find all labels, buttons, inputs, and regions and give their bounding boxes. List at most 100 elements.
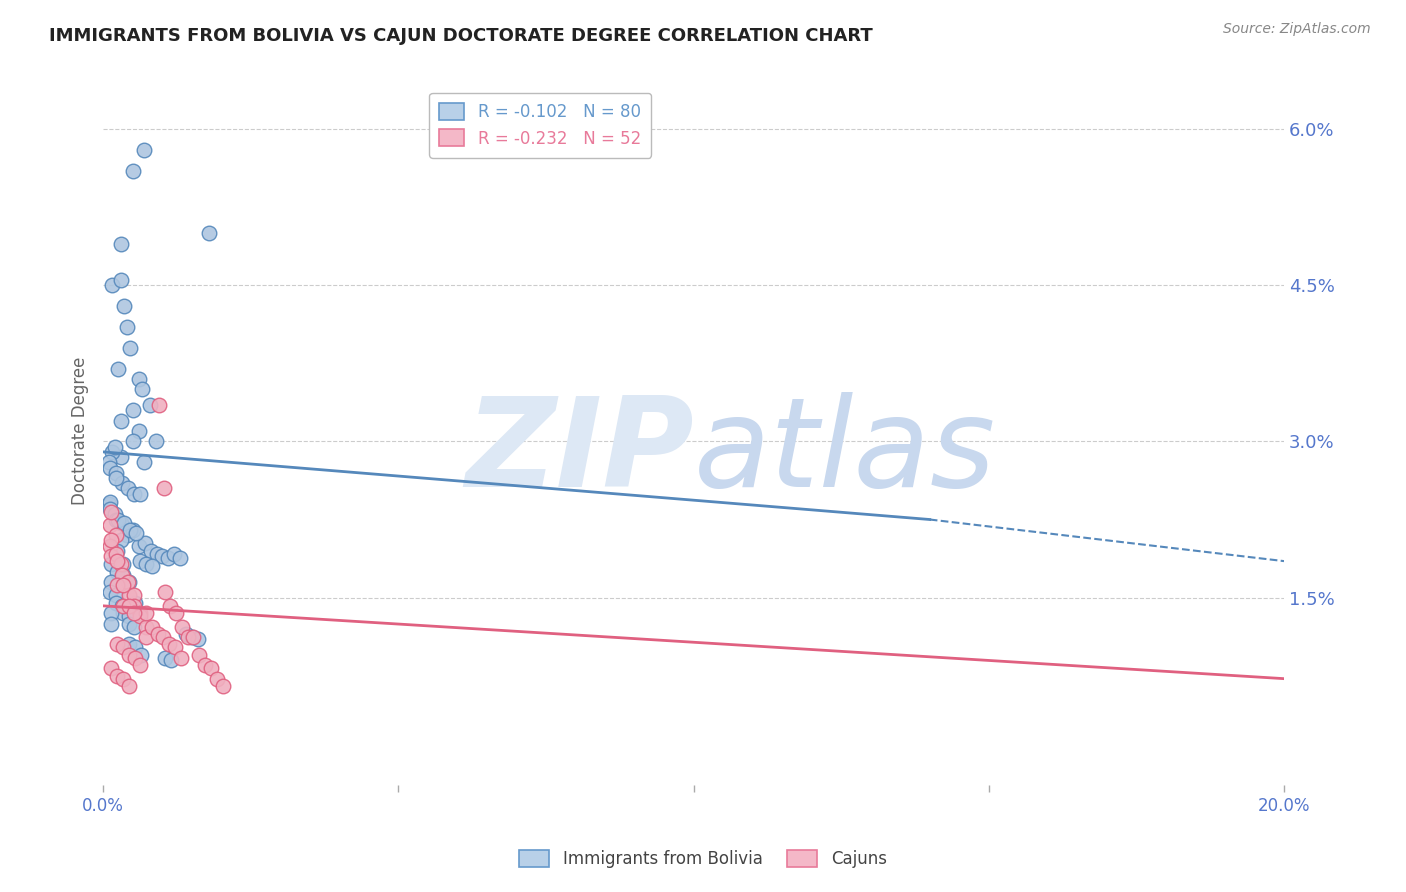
Point: [124, 596, 146, 610]
Point: [121, 403, 143, 417]
Point: [104, 589, 127, 603]
Point: [110, 533, 132, 548]
Point: [212, 679, 235, 693]
Point: [117, 481, 139, 495]
Point: [100, 661, 122, 675]
Point: [112, 558, 135, 572]
Point: [157, 551, 180, 566]
Legend: Immigrants from Bolivia, Cajuns: Immigrants from Bolivia, Cajuns: [513, 843, 893, 875]
Point: [118, 574, 141, 589]
Point: [117, 648, 139, 662]
Point: [104, 508, 127, 522]
Point: [129, 609, 152, 624]
Point: [148, 398, 170, 412]
Point: [135, 630, 157, 644]
Point: [124, 651, 146, 665]
Point: [110, 273, 132, 287]
Point: [134, 143, 156, 157]
Point: [98, 460, 121, 475]
Point: [111, 567, 134, 582]
Point: [98, 585, 121, 599]
Point: [117, 589, 139, 603]
Point: [100, 574, 122, 589]
Point: [124, 606, 146, 620]
Point: [157, 637, 180, 651]
Point: [105, 596, 128, 610]
Point: [165, 606, 187, 620]
Point: [205, 672, 228, 686]
Point: [152, 630, 174, 644]
Text: atlas: atlas: [693, 392, 995, 513]
Point: [117, 609, 139, 624]
Point: [128, 486, 150, 500]
Point: [100, 549, 122, 563]
Point: [118, 523, 141, 537]
Point: [141, 559, 163, 574]
Point: [134, 536, 156, 550]
Point: [105, 668, 128, 682]
Point: [100, 505, 122, 519]
Point: [112, 299, 135, 313]
Point: [122, 486, 145, 500]
Point: [118, 341, 141, 355]
Point: [100, 558, 122, 572]
Point: [105, 471, 128, 485]
Point: [128, 424, 150, 438]
Point: [105, 528, 128, 542]
Point: [98, 502, 121, 516]
Text: ZIP: ZIP: [465, 392, 693, 513]
Text: Source: ZipAtlas.com: Source: ZipAtlas.com: [1223, 22, 1371, 37]
Point: [111, 476, 134, 491]
Point: [153, 585, 176, 599]
Point: [170, 620, 193, 634]
Point: [100, 616, 122, 631]
Point: [118, 616, 141, 631]
Point: [107, 361, 129, 376]
Point: [194, 658, 217, 673]
Point: [111, 606, 134, 620]
Point: [111, 599, 134, 613]
Point: [124, 599, 146, 613]
Point: [112, 672, 135, 686]
Point: [183, 630, 205, 644]
Point: [107, 512, 129, 526]
Point: [150, 549, 173, 563]
Point: [135, 606, 157, 620]
Point: [110, 236, 132, 251]
Point: [145, 434, 167, 449]
Point: [121, 164, 143, 178]
Point: [105, 565, 128, 579]
Point: [117, 574, 139, 589]
Point: [111, 640, 134, 655]
Point: [117, 528, 139, 542]
Point: [124, 526, 146, 541]
Point: [139, 543, 162, 558]
Point: [128, 606, 150, 620]
Point: [159, 599, 181, 613]
Point: [200, 661, 222, 675]
Point: [174, 627, 197, 641]
Point: [112, 599, 135, 613]
Point: [180, 630, 202, 644]
Point: [153, 651, 176, 665]
Text: IMMIGRANTS FROM BOLIVIA VS CAJUN DOCTORATE DEGREE CORRELATION CHART: IMMIGRANTS FROM BOLIVIA VS CAJUN DOCTORA…: [49, 27, 873, 45]
Point: [105, 543, 128, 558]
Point: [121, 434, 143, 449]
Point: [129, 658, 152, 673]
Point: [104, 512, 127, 526]
Point: [135, 620, 157, 634]
Point: [101, 278, 124, 293]
Point: [98, 517, 121, 532]
Point: [176, 630, 198, 644]
Legend: R = -0.102   N = 80, R = -0.232   N = 52: R = -0.102 N = 80, R = -0.232 N = 52: [429, 93, 651, 158]
Point: [169, 551, 191, 566]
Point: [118, 679, 141, 693]
Point: [139, 398, 162, 412]
Point: [110, 516, 132, 530]
Point: [101, 445, 124, 459]
Point: [117, 637, 139, 651]
Point: [153, 481, 176, 495]
Point: [98, 495, 121, 509]
Point: [128, 539, 150, 553]
Point: [198, 227, 221, 241]
